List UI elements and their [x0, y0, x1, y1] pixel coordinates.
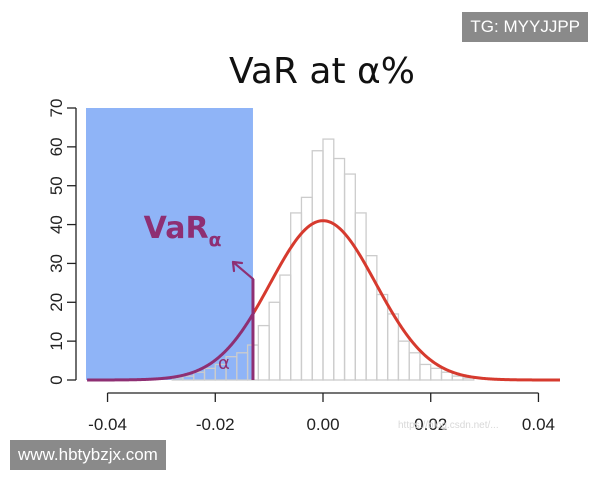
alpha-label: α: [218, 353, 230, 374]
var-label-subscript: α: [209, 229, 222, 251]
y-tick-label: 30: [47, 254, 66, 273]
histogram-bar: [386, 313, 400, 381]
var-arrow: [231, 260, 255, 281]
watermark-bottom-left: www.hbtybzjx.com: [10, 440, 166, 470]
histogram-bar: [311, 150, 324, 381]
chart-title: VaR at α%: [229, 51, 415, 92]
x-tick-label: -0.02: [196, 415, 235, 434]
histogram-bar: [268, 301, 281, 381]
histogram-bar: [430, 367, 443, 381]
histogram-bar: [376, 293, 389, 381]
histogram-bar: [257, 324, 270, 381]
histogram-bars: [171, 138, 475, 381]
histogram-bar: [322, 138, 335, 381]
y-tick-label: 10: [47, 332, 66, 351]
histogram-bar: [440, 371, 453, 381]
watermark-top-right: TG: MYYJJPP: [462, 12, 588, 42]
density-curve-tail: [87, 311, 256, 382]
density-curves: [87, 219, 560, 382]
histogram-bar: [462, 377, 475, 381]
x-tick-label: 0.04: [522, 415, 555, 434]
histogram-bar: [419, 363, 432, 381]
x-tick-label: -0.04: [88, 415, 127, 434]
histogram-bar: [451, 375, 464, 381]
y-tick-label: 0: [47, 375, 66, 384]
y-tick-label: 40: [47, 215, 66, 234]
axes: -0.04 -0.02 0.00 0.02 0.04 0 10 20 30 40 50 60 70: [47, 99, 555, 434]
shaded-tail-region: [86, 108, 253, 380]
x-tick-label: 0.02: [414, 415, 447, 434]
watermark-faint: https://blog.csdn.net/...: [398, 420, 499, 431]
histogram-bar: [354, 212, 367, 381]
histogram-bar: [343, 173, 356, 381]
density-curve: [252, 219, 560, 382]
histogram-bar: [397, 340, 410, 381]
y-tick-label: 20: [47, 293, 66, 312]
y-tick-label: 60: [47, 137, 66, 156]
var-label-main: VaR: [144, 211, 209, 246]
y-tick-label: 70: [47, 99, 66, 118]
histogram-bar: [333, 157, 346, 381]
histogram-bar: [279, 274, 292, 381]
var-label: VaRα: [144, 211, 222, 251]
histogram-bar: [408, 352, 421, 381]
y-tick-label: 50: [47, 176, 66, 195]
x-tick-label: 0.00: [306, 415, 339, 434]
